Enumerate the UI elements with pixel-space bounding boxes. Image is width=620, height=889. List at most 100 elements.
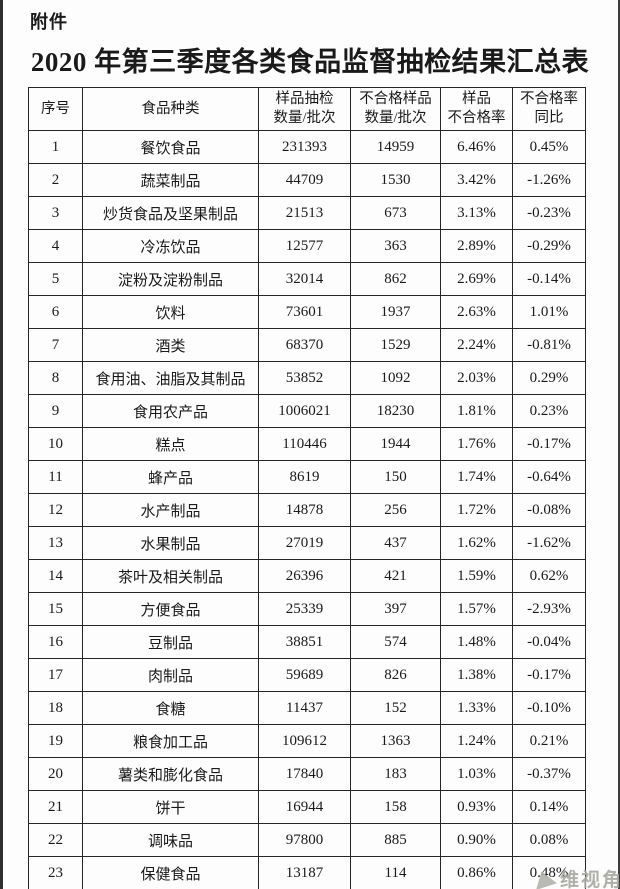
cell-category: 食糖 (82, 691, 259, 726)
cell-yoy: -0.81% (512, 328, 586, 363)
cell-fail-rate: 3.42% (440, 163, 513, 198)
cell-fail-rate: 1.76% (440, 427, 513, 462)
cell-category: 薯类和膨化食品 (82, 757, 259, 792)
cell-failed-samples: 150 (350, 460, 441, 495)
table-body: 1 餐饮食品 231393 14959 6.46% 0.45% 2 蔬菜制品 44709 1530… (28, 130, 586, 889)
cell-fail-rate: 1.62% (440, 526, 513, 561)
cell-samples: 44709 (258, 163, 351, 198)
cell-failed-samples: 862 (350, 262, 441, 297)
cell-yoy: 0.23% (512, 394, 586, 429)
scan-edge-right (618, 0, 620, 889)
table-row: 7 酒类 68370 1529 2.24% -0.81% (28, 328, 586, 363)
cell-no: 17 (28, 658, 83, 693)
table-row: 6 饮料 73601 1937 2.63% 1.01% (28, 295, 586, 330)
cell-no: 15 (28, 592, 83, 627)
table-row: 15 方便食品 25339 397 1.57% -2.93% (28, 592, 586, 627)
cell-no: 2 (28, 163, 83, 198)
cell-category: 肉制品 (82, 658, 259, 693)
cell-category: 炒货食品及坚果制品 (82, 196, 259, 231)
cell-samples: 97800 (258, 823, 351, 858)
cell-yoy: -0.64% (512, 460, 586, 495)
cell-failed-samples: 256 (350, 493, 441, 528)
cell-no: 4 (28, 229, 83, 264)
cell-fail-rate: 1.74% (440, 460, 513, 495)
table-header: 序号 食品种类 样品抽检 数量/批次 不合格样品 数量/批次 样品 不合格率 不… (28, 86, 586, 132)
table-row: 5 淀粉及淀粉制品 32014 862 2.69% -0.14% (28, 262, 586, 297)
cell-yoy: 0.08% (512, 823, 586, 858)
table-row: 16 豆制品 38851 574 1.48% -0.04% (28, 625, 586, 660)
cell-no: 5 (28, 262, 83, 297)
cell-yoy: -2.93% (512, 592, 586, 627)
cell-samples: 53852 (258, 361, 351, 396)
cell-no: 9 (28, 394, 83, 429)
cell-fail-rate: 2.03% (440, 361, 513, 396)
cell-samples: 21513 (258, 196, 351, 231)
cell-category: 蜂产品 (82, 460, 259, 495)
table-row: 23 保健食品 13187 114 0.86% 0.48% (28, 856, 586, 889)
cell-no: 19 (28, 724, 83, 759)
cell-samples: 231393 (258, 130, 351, 165)
table-row: 14 茶叶及相关制品 26396 421 1.59% 0.62% (28, 559, 586, 594)
cell-fail-rate: 6.46% (440, 130, 513, 165)
cell-no: 22 (28, 823, 83, 858)
cell-yoy: 0.48% (512, 856, 586, 889)
cell-category: 餐饮食品 (82, 130, 259, 165)
cell-category: 食用油、油脂及其制品 (82, 361, 259, 396)
attachment-label: 附件 (30, 12, 68, 32)
cell-fail-rate: 0.86% (440, 856, 513, 889)
cell-fail-rate: 1.33% (440, 691, 513, 726)
cell-samples: 16944 (258, 790, 351, 825)
table-row: 21 饼干 16944 158 0.93% 0.14% (28, 790, 586, 825)
cell-fail-rate: 0.90% (440, 823, 513, 858)
cell-category: 饼干 (82, 790, 259, 825)
cell-fail-rate: 1.57% (440, 592, 513, 627)
table-row: 11 蜂产品 8619 150 1.74% -0.64% (28, 460, 586, 495)
cell-yoy: 0.62% (512, 559, 586, 594)
cell-yoy: 1.01% (512, 295, 586, 330)
column-header-failed-samples: 不合格样品 数量/批次 (350, 86, 441, 132)
cell-no: 23 (28, 856, 83, 889)
cell-no: 6 (28, 295, 83, 330)
table-row: 20 薯类和膨化食品 17840 183 1.03% -0.37% (28, 757, 586, 792)
cell-failed-samples: 114 (350, 856, 441, 889)
cell-category: 饮料 (82, 295, 259, 330)
cell-yoy: -0.14% (512, 262, 586, 297)
cell-fail-rate: 2.24% (440, 328, 513, 363)
cell-failed-samples: 826 (350, 658, 441, 693)
cell-samples: 26396 (258, 559, 351, 594)
cell-no: 3 (28, 196, 83, 231)
table-row: 9 食用农产品 1006021 18230 1.81% 0.23% (28, 394, 586, 429)
cell-yoy: -0.10% (512, 691, 586, 726)
scan-edge-left (0, 0, 3, 889)
cell-fail-rate: 1.59% (440, 559, 513, 594)
cell-yoy: 0.29% (512, 361, 586, 396)
column-header-samples: 样品抽检 数量/批次 (258, 86, 351, 132)
cell-category: 糕点 (82, 427, 259, 462)
cell-yoy: -0.08% (512, 493, 586, 528)
cell-samples: 38851 (258, 625, 351, 660)
table-row: 22 调味品 97800 885 0.90% 0.08% (28, 823, 586, 858)
cell-failed-samples: 421 (350, 559, 441, 594)
cell-no: 16 (28, 625, 83, 660)
cell-samples: 8619 (258, 460, 351, 495)
cell-no: 18 (28, 691, 83, 726)
cell-fail-rate: 2.63% (440, 295, 513, 330)
cell-samples: 32014 (258, 262, 351, 297)
page-title: 2020 年第三季度各类食品监督抽检结果汇总表 (30, 47, 590, 77)
cell-fail-rate: 0.93% (440, 790, 513, 825)
column-header-yoy: 不合格率 同比 (512, 86, 586, 132)
cell-no: 13 (28, 526, 83, 561)
cell-fail-rate: 1.38% (440, 658, 513, 693)
cell-failed-samples: 885 (350, 823, 441, 858)
cell-samples: 17840 (258, 757, 351, 792)
cell-category: 水果制品 (82, 526, 259, 561)
results-table: 序号 食品种类 样品抽检 数量/批次 不合格样品 数量/批次 样品 不合格率 不… (28, 86, 586, 889)
cell-category: 调味品 (82, 823, 259, 858)
cell-failed-samples: 152 (350, 691, 441, 726)
cell-category: 冷冻饮品 (82, 229, 259, 264)
cell-failed-samples: 673 (350, 196, 441, 231)
cell-failed-samples: 437 (350, 526, 441, 561)
cell-fail-rate: 1.72% (440, 493, 513, 528)
cell-no: 1 (28, 130, 83, 165)
cell-no: 14 (28, 559, 83, 594)
